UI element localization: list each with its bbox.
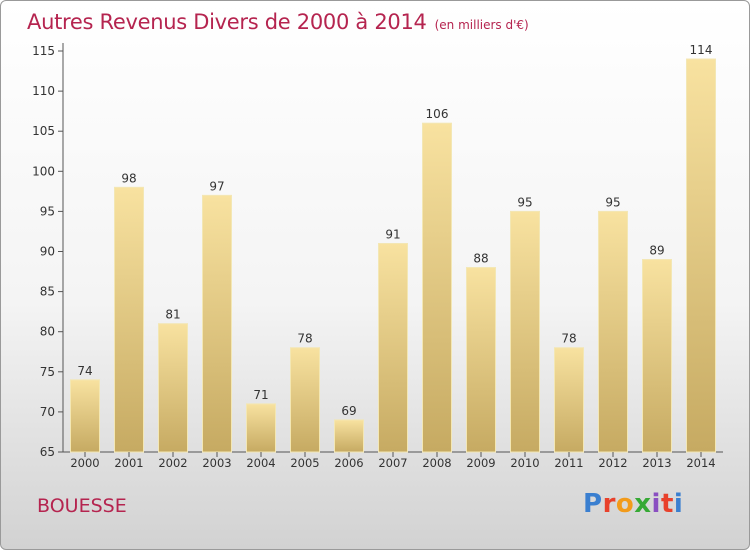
data-label: 91 [385, 227, 400, 241]
bar [598, 210, 628, 453]
data-label: 69 [341, 404, 356, 418]
x-tick-label: 2005 [290, 456, 319, 470]
x-tick-label: 2003 [202, 456, 231, 470]
y-tick-label: 70 [40, 405, 55, 419]
y-tick-label: 115 [32, 44, 55, 58]
data-label: 78 [561, 332, 576, 346]
chart-unit: (en milliers d'€) [434, 18, 529, 32]
data-label: 74 [77, 364, 92, 378]
data-label: 78 [297, 332, 312, 346]
bar [334, 419, 364, 453]
y-tick-label: 90 [40, 245, 55, 259]
x-tick-label: 2007 [378, 456, 407, 470]
bar [642, 259, 672, 453]
bar [422, 122, 452, 453]
data-label: 95 [605, 195, 620, 209]
x-tick-label: 2012 [598, 456, 627, 470]
data-label: 81 [165, 308, 180, 322]
bar [246, 403, 276, 453]
y-tick-label: 75 [40, 365, 55, 379]
chart-title-text: Autres Revenus Divers de 2000 à 2014 [27, 10, 427, 34]
y-tick-label: 85 [40, 285, 55, 299]
logo-letter: i [673, 489, 684, 519]
x-tick-label: 2006 [334, 456, 363, 470]
x-tick-label: 2004 [246, 456, 275, 470]
logo-letter: P [583, 489, 603, 519]
chart-title: Autres Revenus Divers de 2000 à 2014 (en … [27, 10, 529, 34]
bar [378, 242, 408, 453]
bar [290, 347, 320, 453]
data-label: 97 [209, 179, 224, 193]
x-tick-label: 2010 [510, 456, 539, 470]
bar [466, 267, 496, 453]
commune-name: BOUESSE [37, 495, 127, 517]
x-tick-label: 2014 [686, 456, 715, 470]
x-tick-label: 2008 [422, 456, 451, 470]
logo-letter: x [634, 489, 652, 519]
logo-letter: t [660, 489, 674, 519]
bar [158, 323, 188, 453]
proxiti-logo: Proxiti [583, 489, 683, 519]
data-label: 106 [426, 107, 449, 121]
data-label: 114 [690, 43, 713, 57]
x-tick-label: 2001 [114, 456, 143, 470]
y-tick-label: 65 [40, 445, 55, 459]
y-tick-label: 105 [32, 124, 55, 138]
x-tick-label: 2011 [554, 456, 583, 470]
x-tick-label: 2009 [466, 456, 495, 470]
logo-letter: i [651, 489, 661, 519]
data-label: 98 [121, 171, 136, 185]
data-label: 71 [253, 388, 268, 402]
y-tick-label: 95 [40, 204, 55, 218]
data-label: 89 [649, 244, 664, 258]
logo-letter: r [602, 489, 616, 519]
x-tick-label: 2000 [70, 456, 99, 470]
bar [70, 379, 100, 453]
bar [202, 194, 232, 453]
y-tick-label: 80 [40, 325, 55, 339]
x-tick-label: 2002 [158, 456, 187, 470]
data-label: 88 [473, 252, 488, 266]
data-label: 95 [517, 195, 532, 209]
bar [686, 58, 716, 453]
y-tick-label: 110 [32, 84, 55, 98]
bar [114, 186, 144, 453]
y-tick-label: 100 [32, 164, 55, 178]
bar [554, 347, 584, 453]
bar [510, 210, 540, 453]
x-tick-label: 2013 [642, 456, 671, 470]
logo-letter: o [615, 489, 635, 519]
